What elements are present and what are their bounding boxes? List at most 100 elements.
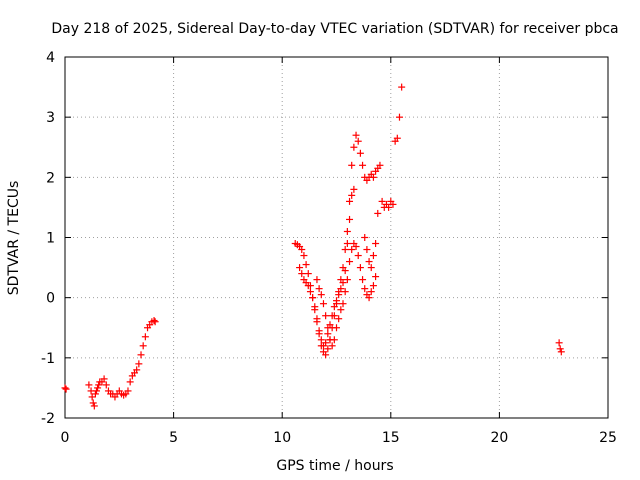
data-point	[328, 342, 336, 350]
data-point	[555, 339, 563, 347]
y-tick-label: 2	[46, 170, 55, 186]
data-point	[341, 288, 349, 296]
data-point	[365, 258, 373, 266]
data-point	[372, 240, 380, 248]
y-tick-label: -2	[41, 411, 55, 427]
data-point	[313, 315, 321, 323]
data-point	[139, 342, 147, 350]
data-point	[337, 285, 345, 293]
data-point	[393, 134, 401, 142]
data-point	[317, 291, 325, 299]
x-tick-label: 0	[61, 430, 70, 446]
x-tick-label: 15	[382, 430, 400, 446]
data-point	[339, 300, 347, 308]
data-point	[306, 288, 314, 296]
data-point	[124, 387, 132, 395]
data-point	[94, 384, 102, 392]
data-point	[298, 270, 306, 278]
data-point	[361, 285, 369, 293]
data-point	[348, 246, 356, 254]
x-tick-labels: 0 5 10 15 20 25	[61, 430, 617, 446]
data-point	[354, 137, 362, 145]
data-point	[309, 294, 317, 302]
y-axis-label: SDTVAR / TECUs	[6, 181, 22, 296]
data-point	[350, 143, 358, 151]
data-point	[343, 276, 351, 284]
data-point	[90, 402, 98, 410]
data-point	[385, 203, 393, 211]
grid-lines	[65, 57, 608, 418]
data-point	[298, 246, 306, 254]
axis-ticks	[64, 56, 609, 419]
data-point	[304, 270, 312, 278]
data-point	[137, 351, 145, 359]
y-tick-label: 0	[46, 291, 55, 307]
data-point	[302, 261, 310, 269]
data-point	[315, 285, 323, 293]
data-point	[319, 300, 327, 308]
data-point	[300, 252, 308, 260]
data-point	[343, 240, 351, 248]
data-point	[317, 336, 325, 344]
data-point	[337, 306, 345, 314]
data-point	[333, 297, 340, 305]
chart-title: Day 218 of 2025, Sidereal Day-to-day VTE…	[51, 21, 618, 37]
data-point	[61, 384, 69, 392]
data-point	[378, 197, 386, 205]
data-point	[363, 246, 371, 254]
data-point	[389, 200, 397, 208]
data-point	[91, 390, 99, 398]
data-point	[102, 381, 110, 389]
data-point	[335, 315, 343, 323]
data-point	[367, 288, 375, 296]
data-point	[346, 197, 354, 205]
data-point	[346, 258, 354, 266]
data-point	[92, 387, 100, 395]
data-point	[324, 330, 332, 338]
data-point	[62, 385, 70, 393]
data-point	[557, 348, 565, 356]
data-point	[315, 327, 323, 335]
data-point	[95, 381, 103, 389]
data-point	[330, 303, 338, 311]
x-tick-label: 25	[599, 430, 617, 446]
plot-frame	[64, 56, 609, 419]
data-point	[348, 161, 356, 169]
data-point	[365, 294, 373, 302]
data-point	[369, 282, 377, 290]
data-point	[133, 366, 141, 374]
x-axis-label: GPS time / hours	[276, 458, 393, 474]
data-point	[359, 161, 367, 169]
data-point	[311, 303, 319, 311]
x-tick-label: 10	[273, 430, 291, 446]
data-point	[367, 264, 375, 272]
data-point	[346, 215, 354, 223]
data-point	[322, 312, 330, 320]
data-point	[341, 267, 349, 275]
data-point	[352, 131, 360, 139]
data-point	[324, 345, 332, 353]
data-point	[356, 264, 364, 272]
data-point	[135, 360, 143, 368]
data-point	[296, 264, 304, 272]
data-point	[324, 324, 332, 332]
data-point	[372, 273, 380, 281]
data-point	[354, 252, 362, 260]
data-point	[328, 312, 336, 320]
data-point	[395, 113, 403, 121]
y-tick-label: 3	[46, 110, 55, 126]
y-tick-label: 1	[46, 231, 55, 247]
data-point	[341, 246, 349, 254]
data-point	[376, 161, 384, 169]
data-point	[348, 191, 356, 199]
data-point	[339, 279, 347, 287]
x-tick-label: 5	[169, 430, 178, 446]
data-point	[356, 149, 364, 157]
data-point	[313, 276, 321, 284]
data-point	[322, 351, 330, 359]
y-tick-label: -1	[41, 351, 55, 367]
data-point	[151, 318, 159, 326]
data-point	[322, 339, 330, 347]
data-point	[352, 243, 360, 251]
